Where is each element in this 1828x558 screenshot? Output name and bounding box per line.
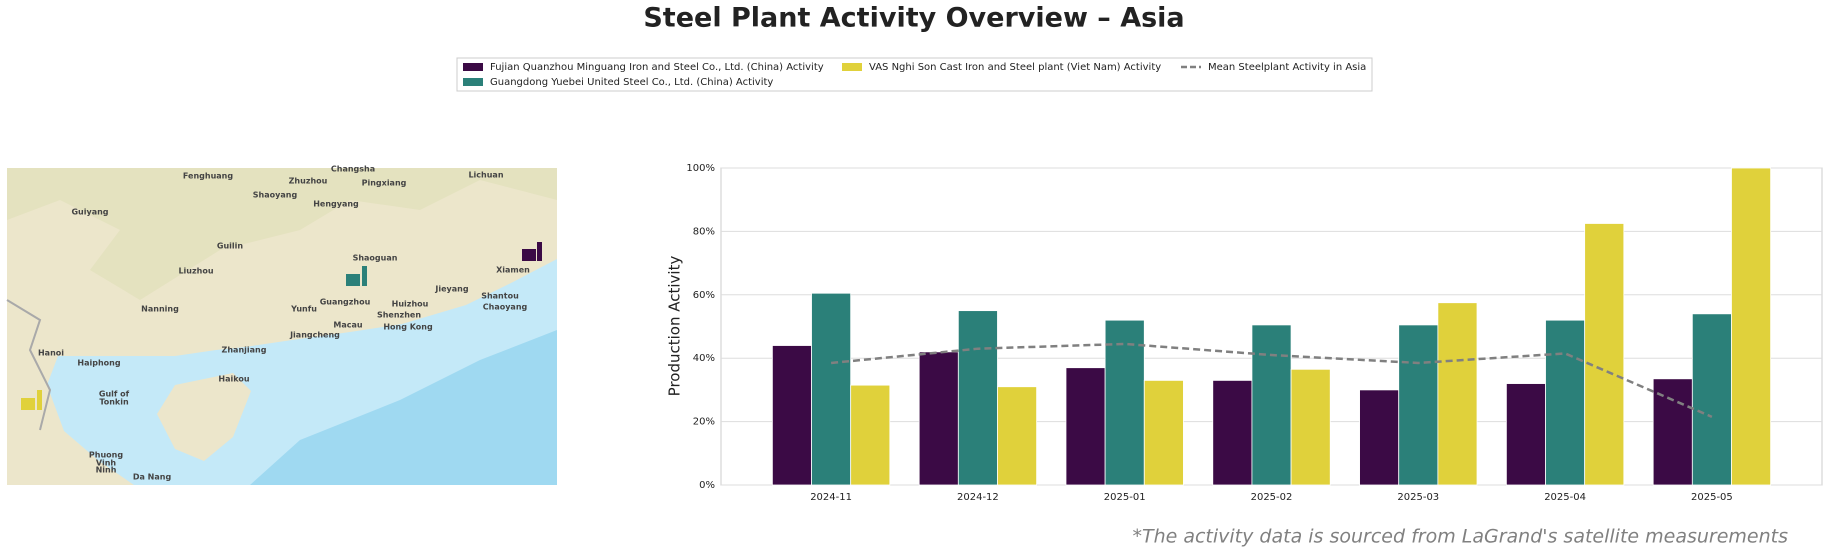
bar [811,292,852,486]
x-tick-label: 2025-02 [1251,492,1293,503]
map-label: Haikou [218,375,249,384]
map-label: Liuzhou [178,267,213,276]
map-label: Guilin [217,242,243,251]
map-label: Macau [333,321,363,330]
map-label: Guangzhou [320,298,371,307]
x-tick-label: 2025-05 [1691,492,1733,503]
map-label: Haiphong [77,359,120,368]
map-label: Tonkin [99,398,129,407]
legend-box [456,57,1373,92]
map-label: Shenzhen [377,311,421,320]
legend-swatch [463,78,483,86]
bar [1545,319,1586,486]
map-label: Jieyang [434,285,468,294]
y-tick-label: 20% [693,417,715,428]
plant-icon [346,266,367,286]
bar [997,386,1038,486]
bar [1584,223,1625,486]
bar [1290,368,1331,486]
map-label: Ninh [96,466,117,475]
y-axis-label: Production Activity [666,256,684,397]
bar [1398,324,1439,486]
map-label: Shaoguan [353,254,398,263]
legend-label: Fujian Quanzhou Minguang Iron and Steel … [490,62,824,73]
map-label: Pingxiang [362,179,407,188]
map-deep-sea [250,330,557,485]
legend: Fujian Quanzhou Minguang Iron and Steel … [463,62,1366,88]
map-label: Shantou [481,292,519,301]
map-label: Chaoyang [483,303,528,312]
map-label: Guiyang [71,208,108,217]
legend-label: Mean Steelplant Activity in Asia [1208,62,1366,73]
map-label: Zhuzhou [289,177,328,186]
y-tick-label: 60% [693,290,715,301]
map-label: Phuong [89,451,123,460]
x-tick-label: 2025-01 [1104,492,1146,503]
bar [1652,378,1693,486]
legend-label: Guangdong Yuebei United Steel Co., Ltd. … [490,77,773,88]
source-note: *The activity data is sourced from LaGra… [1132,526,1788,548]
legend-label: VAS Nghi Son Cast Iron and Steel plant (… [869,62,1161,73]
bar [850,384,891,486]
bar [1691,313,1732,486]
map-label: Zhanjiang [222,346,267,355]
map-label: Nanning [141,305,179,314]
bar [1731,167,1772,486]
map-label: Huizhou [392,300,429,309]
plant-icon [522,242,542,261]
map-label: Xiamen [496,266,530,275]
bar [957,310,998,486]
x-tick-label: 2024-12 [957,492,999,503]
bar [771,345,812,486]
y-tick-label: 80% [693,226,715,237]
map-border [6,299,52,431]
bar [1065,367,1106,486]
mean-line [830,342,1713,418]
x-tick-label: 2024-11 [810,492,852,503]
bar [1143,379,1184,486]
map-label: Jiangcheng [289,331,340,340]
map-label: Shaoyang [253,191,298,200]
y-tick-label: 40% [693,353,715,364]
map-label: Changsha [331,165,375,174]
y-tick-label: 100% [686,163,715,174]
legend-swatch [842,63,862,71]
map-label: Hanoi [38,349,64,358]
bar [1437,302,1478,486]
map-hainan [157,373,251,461]
map-label: Da Nang [133,473,172,482]
bar [1359,389,1400,486]
map-label: Hengyang [313,200,359,209]
map-label: Gulf of [99,390,130,399]
x-tick-label: 2025-04 [1544,492,1586,503]
plant-icon [21,390,42,410]
y-tick-label: 0% [699,480,715,491]
bar [1212,379,1253,486]
bar [1505,383,1546,486]
map-terrain [7,168,557,300]
legend-swatch [463,63,483,71]
title: Steel Plant Activity Overview – Asia [643,3,1184,34]
bar [918,351,959,486]
x-tick-label: 2025-03 [1397,492,1439,503]
map-label: Lichuan [468,171,503,180]
map-label: Vinh [96,459,116,468]
map-label: Hong Kong [383,323,433,332]
map-label: Fenghuang [183,172,233,181]
bar [1251,324,1292,486]
map-label: Yunfu [290,305,317,314]
